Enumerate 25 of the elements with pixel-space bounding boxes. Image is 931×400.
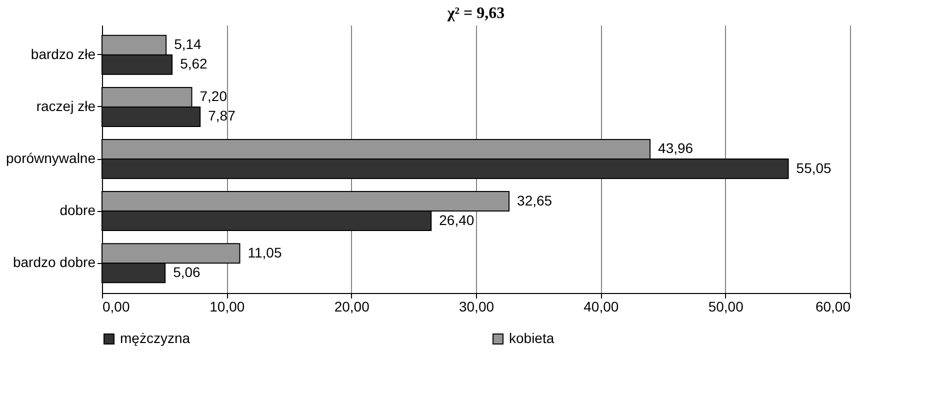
- y-tick-label: bardzo dobre: [12, 254, 96, 270]
- data-label: 32,65: [517, 192, 552, 208]
- x-tick-label: 10,00: [210, 298, 245, 314]
- data-label: 26,40: [439, 212, 474, 228]
- chart-title: χ² = 9,63: [446, 5, 505, 22]
- data-label: 5,62: [180, 56, 208, 72]
- x-tick-label: 0,00: [102, 298, 130, 314]
- x-tick-label: 20,00: [334, 298, 370, 314]
- data-label: 7,87: [208, 108, 236, 124]
- data-label: 5,06: [173, 264, 201, 280]
- data-label: 5,14: [174, 36, 202, 52]
- data-label: 55,05: [796, 160, 832, 176]
- data-label: 43,96: [658, 140, 694, 156]
- y-tick-label: porównywalne: [6, 150, 96, 166]
- data-label: 11,05: [248, 244, 282, 260]
- legend-label: kobieta: [509, 330, 554, 346]
- x-tick-label: 30,00: [458, 298, 494, 314]
- legend-label: mężczyzna: [120, 330, 190, 346]
- y-tick-label: raczej złe: [36, 98, 96, 114]
- data-label: 7,20: [200, 88, 228, 104]
- x-tick-label: 60,00: [815, 298, 851, 314]
- x-tick-label: 50,00: [708, 298, 744, 314]
- y-tick-label: dobre: [60, 202, 96, 218]
- y-tick-label: bardzo złe: [30, 46, 96, 62]
- x-tick-label: 40,00: [584, 298, 619, 314]
